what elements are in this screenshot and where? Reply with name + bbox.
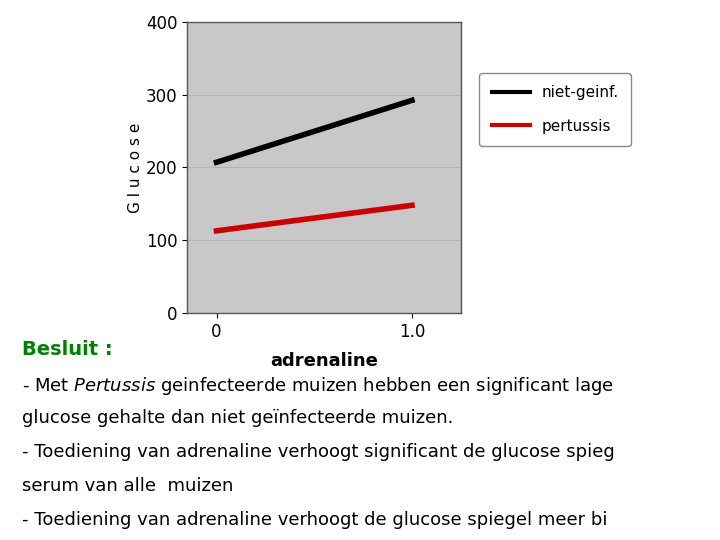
Text: - Met $\it{Pertussis}$ geinfecteerde muizen hebben een significant lage: - Met $\it{Pertussis}$ geinfecteerde mui… bbox=[22, 375, 613, 397]
Legend: niet-geinf., pertussis: niet-geinf., pertussis bbox=[480, 73, 631, 146]
Y-axis label: G l u c o s e: G l u c o s e bbox=[128, 122, 143, 213]
Text: - Toediening van adrenaline verhoogt significant de glucose spieg: - Toediening van adrenaline verhoogt sig… bbox=[22, 443, 614, 461]
Text: Besluit :: Besluit : bbox=[22, 340, 112, 359]
Text: serum van alle  muizen: serum van alle muizen bbox=[22, 477, 233, 495]
X-axis label: adrenaline: adrenaline bbox=[270, 352, 378, 370]
Text: glucose gehalte dan niet geïnfecteerde muizen.: glucose gehalte dan niet geïnfecteerde m… bbox=[22, 409, 453, 427]
Text: - Toediening van adrenaline verhoogt de glucose spiegel meer bi: - Toediening van adrenaline verhoogt de … bbox=[22, 511, 607, 529]
